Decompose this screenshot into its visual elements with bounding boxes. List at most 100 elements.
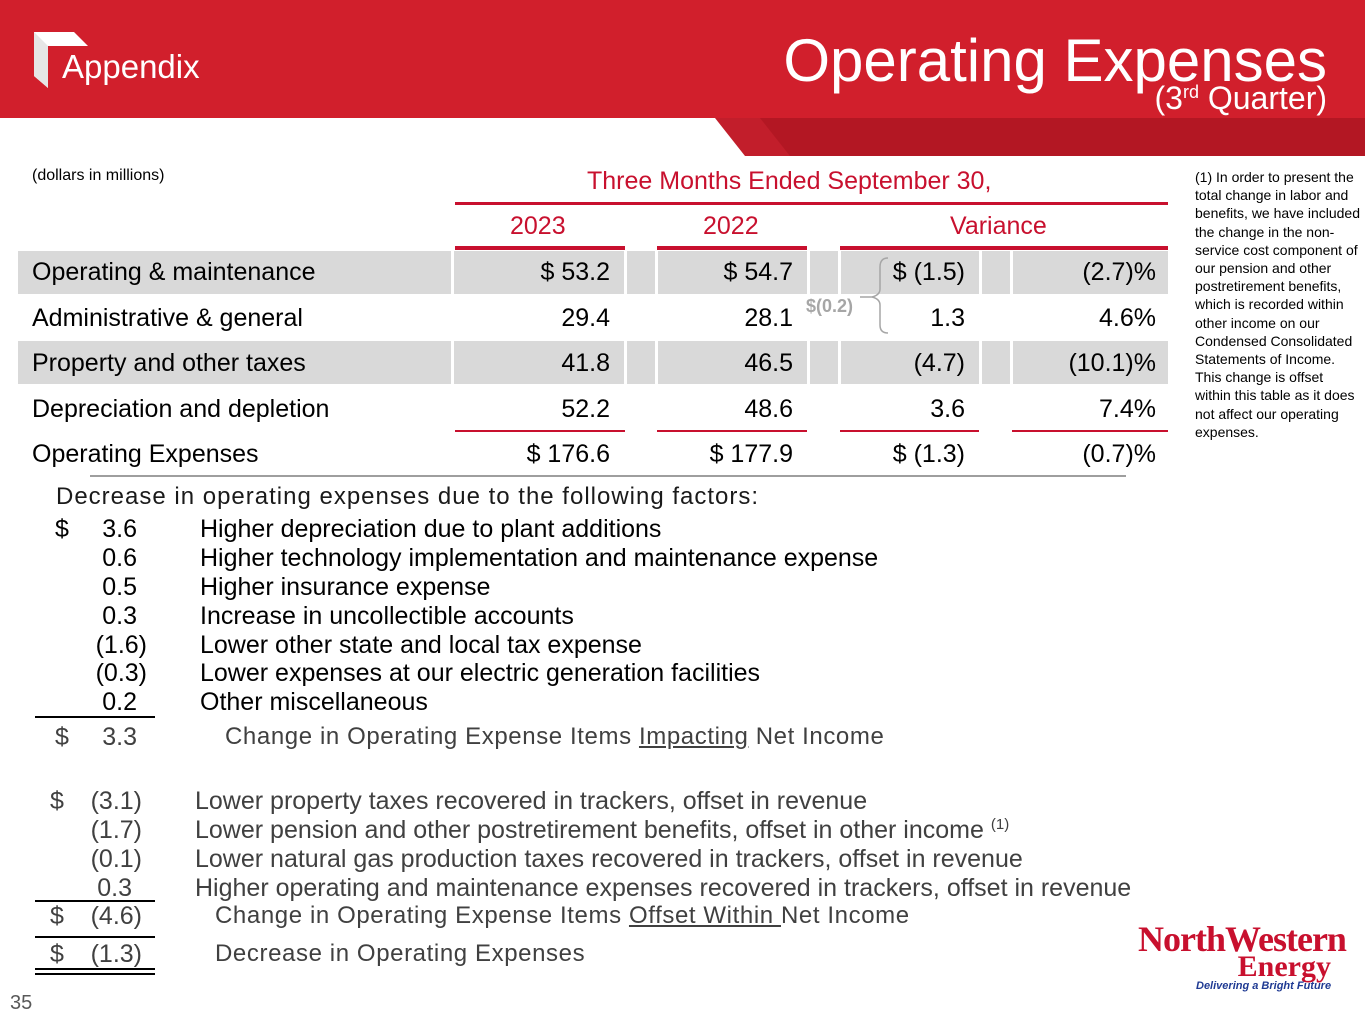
cell-2023: $ 53.2 xyxy=(540,258,610,286)
total-rule-2023 xyxy=(455,430,625,432)
col-underline-2022 xyxy=(657,246,807,250)
row-label: Operating & maintenance xyxy=(32,258,316,286)
total-label: Decrease in Operating Expenses xyxy=(215,940,586,967)
factor-amount: (1.7) xyxy=(90,816,142,844)
col-header-2022: 2022 xyxy=(703,212,759,240)
factor-amount: 3.6 xyxy=(102,515,137,543)
subtotal-amount: 3.3 xyxy=(102,723,137,751)
col-underline-2023 xyxy=(455,246,625,250)
row-shade-1 xyxy=(18,251,1168,294)
total-row-label: Operating Expenses xyxy=(32,440,259,468)
cell-variance: (4.7) xyxy=(913,349,965,377)
dollar-sign: $ xyxy=(55,723,69,751)
cell-2022: 46.5 xyxy=(744,349,793,377)
cell-variance-pct: 7.4% xyxy=(1099,395,1156,423)
factor-desc: Higher insurance expense xyxy=(200,573,491,601)
double-rule xyxy=(35,973,155,975)
row-shade-3 xyxy=(18,341,1168,384)
row-label: Property and other taxes xyxy=(32,349,306,377)
subtotal-amount: (4.6) xyxy=(90,902,142,930)
cell-variance-pct: 4.6% xyxy=(1099,304,1156,332)
factor-desc: Lower natural gas production taxes recov… xyxy=(195,845,1023,873)
cell-2022: 48.6 xyxy=(744,395,793,423)
cell-variance-pct: (10.1)% xyxy=(1068,349,1156,377)
company-logo-name: NorthWestern xyxy=(1138,919,1347,959)
factor-desc: Increase in uncollectible accounts xyxy=(200,602,574,630)
units-note: (dollars in millions) xyxy=(32,167,165,184)
bracket-note: $(0.2) xyxy=(806,296,854,316)
cell-variance: $ (1.5) xyxy=(892,258,965,286)
company-logo-energy: Energy xyxy=(1237,950,1331,983)
dollar-sign: $ xyxy=(50,940,64,968)
bracket-icon xyxy=(860,257,889,334)
factor-amount: 0.2 xyxy=(102,688,137,716)
cell-2022: $ 177.9 xyxy=(709,440,793,468)
factor-amount: 0.3 xyxy=(97,874,132,902)
factor-amount: (3.1) xyxy=(90,787,142,815)
subtotal-label: Change in Operating Expense Items Impact… xyxy=(225,723,885,750)
header-banner: Appendix Operating Expenses (3rd Quarter… xyxy=(0,0,1365,118)
col-sep xyxy=(807,251,810,384)
page-number: 35 xyxy=(10,992,33,1014)
factor-amount: (0.3) xyxy=(95,659,147,687)
cell-2023: 29.4 xyxy=(561,304,610,332)
subtotal-rule xyxy=(35,716,155,718)
factor-desc: Other miscellaneous xyxy=(200,688,428,716)
factor-desc: Lower property taxes recovered in tracke… xyxy=(195,787,868,815)
cell-variance: 1.3 xyxy=(930,304,965,332)
factor-amount: (0.1) xyxy=(90,845,142,873)
total-rule-2022 xyxy=(657,430,807,432)
total-rule-variance xyxy=(840,430,979,432)
col-sep xyxy=(451,251,454,384)
col-sep xyxy=(838,251,841,384)
subtotal-rule xyxy=(35,900,155,902)
col-sep xyxy=(655,251,658,384)
factor-desc: Lower expenses at our electric generatio… xyxy=(200,659,761,687)
factor-amount: (1.6) xyxy=(95,631,147,659)
double-rule xyxy=(35,968,155,970)
footnote-ref: (1) xyxy=(990,816,1010,833)
cell-variance: $ (1.3) xyxy=(892,440,965,468)
cell-2023: 41.8 xyxy=(561,349,610,377)
factors-heading: Decrease in operating expenses due to th… xyxy=(56,483,760,510)
factor-amount: 0.6 xyxy=(102,544,137,572)
company-tagline: Delivering a Bright Future xyxy=(1196,980,1332,992)
factor-desc: Lower pension and other postretirement b… xyxy=(195,816,1010,844)
row-label: Administrative & general xyxy=(32,304,303,332)
total-rule-pct xyxy=(1012,430,1168,432)
col-sep xyxy=(1010,251,1013,384)
factor-amount: 0.3 xyxy=(102,602,137,630)
dollar-sign: $ xyxy=(55,515,69,543)
cell-2023: $ 176.6 xyxy=(526,440,610,468)
table-divider xyxy=(90,475,1126,477)
factor-desc: Higher technology implementation and mai… xyxy=(200,544,879,572)
dollar-sign: $ xyxy=(50,787,64,815)
page-title: Operating Expenses xyxy=(783,27,1327,94)
page-subtitle: (3rd Quarter) xyxy=(1154,80,1328,116)
header-decoration xyxy=(715,118,1365,156)
factor-desc: Higher operating and maintenance expense… xyxy=(195,874,1132,902)
total-amount: (1.3) xyxy=(90,940,142,968)
col-sep xyxy=(979,251,982,384)
cell-2022: $ 54.7 xyxy=(723,258,793,286)
factor-desc: Higher depreciation due to plant additio… xyxy=(200,515,662,543)
dollar-sign: $ xyxy=(50,902,64,930)
period-header: Three Months Ended September 30, xyxy=(587,167,992,195)
cell-2022: 28.1 xyxy=(744,304,793,332)
factor-desc: Lower other state and local tax expense xyxy=(200,631,642,659)
cell-variance-pct: (2.7)% xyxy=(1082,258,1156,286)
footnote: (1) In order to present the total change… xyxy=(1195,169,1360,440)
total-rule xyxy=(35,936,155,938)
row-label: Depreciation and depletion xyxy=(32,395,330,423)
col-header-2023: 2023 xyxy=(510,212,566,240)
subtotal-label: Change in Operating Expense Items Offset… xyxy=(215,902,910,929)
cell-2023: 52.2 xyxy=(561,395,610,423)
appendix-logo-icon xyxy=(34,32,88,88)
col-underline-variance xyxy=(840,246,1168,250)
col-sep xyxy=(624,251,627,384)
period-underline xyxy=(455,202,1168,205)
cell-variance-pct: (0.7)% xyxy=(1082,440,1156,468)
cell-variance: 3.6 xyxy=(930,395,965,423)
factor-amount: 0.5 xyxy=(102,573,137,601)
section-label: Appendix xyxy=(62,48,200,85)
